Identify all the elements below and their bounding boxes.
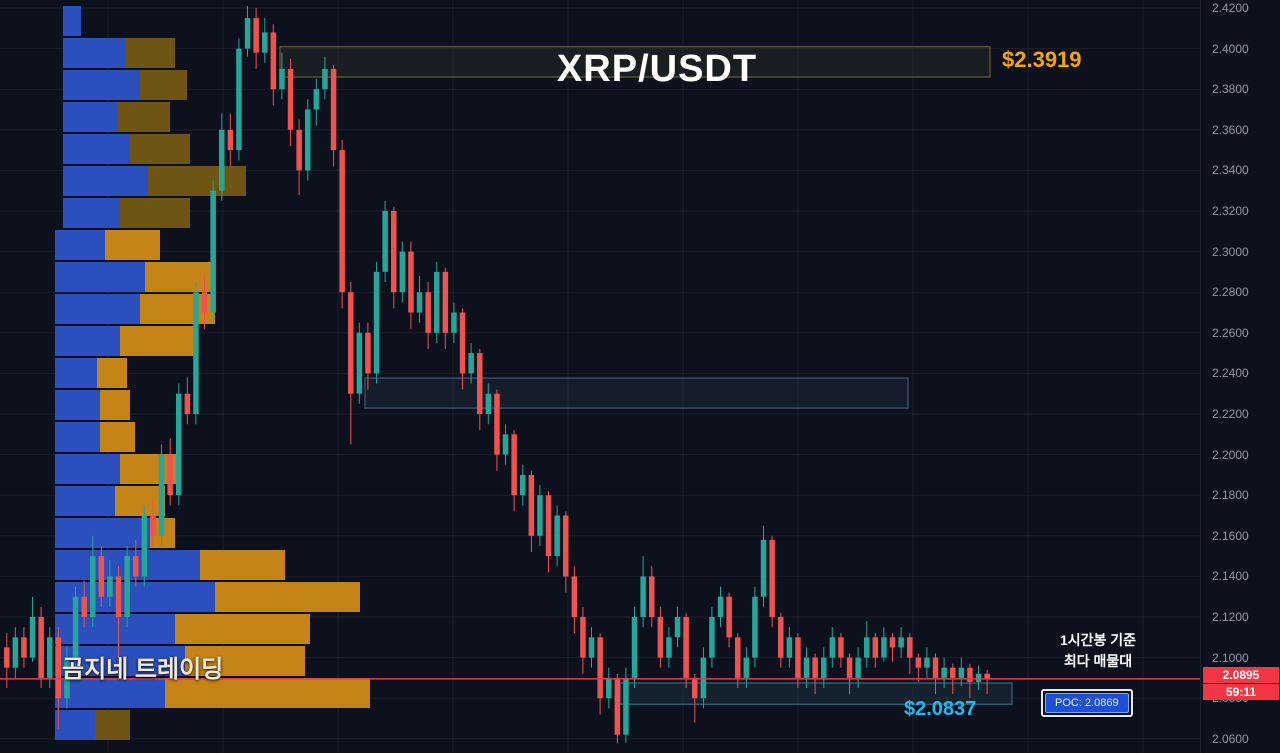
current-price-value: 2.0895	[1203, 666, 1279, 683]
support-price-label: $2.0837	[904, 698, 977, 720]
symbol-title: XRP/USDT	[556, 48, 758, 90]
price-axis-label: 2.2800	[1212, 285, 1249, 300]
candle-countdown: 59:11	[1203, 683, 1279, 700]
poc-note-line2: 최다 매물대	[1063, 653, 1133, 669]
price-axis-label: 2.3400	[1212, 163, 1249, 178]
resistance-price-label: $2.3919	[1002, 47, 1082, 72]
watermark-text: 곰지네 트레이딩	[62, 656, 224, 683]
price-axis-label: 2.4000	[1212, 41, 1249, 56]
current-price-tag: 2.0895 59:11	[1203, 666, 1279, 701]
price-axis-label: 2.1000	[1212, 650, 1249, 665]
price-axis-label: 2.3600	[1212, 122, 1249, 137]
price-axis-label: 2.3000	[1212, 244, 1249, 259]
price-axis-label: 2.1200	[1212, 610, 1249, 624]
price-axis-label: 2.2400	[1212, 366, 1249, 381]
poc-note: 1시간봉 기준 최다 매물대	[1038, 630, 1158, 672]
price-axis-label: 2.3200	[1212, 204, 1249, 218]
price-axis-label: 2.4200	[1212, 1, 1249, 15]
price-axis-label: 2.3800	[1212, 82, 1249, 97]
poc-indicator-label[interactable]: POC: 2.0869	[1041, 689, 1133, 717]
price-axis-label: 2.2000	[1212, 447, 1249, 462]
chart-pane[interactable]: 곰지네 트레이딩 XRP/USDT $2.3919 $2.0837 1시간봉 기…	[0, 0, 1200, 753]
poc-note-line1: 1시간봉 기준	[1059, 632, 1137, 648]
price-axis-label: 2.1800	[1212, 488, 1249, 503]
poc-indicator-text: POC: 2.0869	[1045, 693, 1129, 713]
price-axis-label: 2.2200	[1212, 407, 1249, 421]
price-axis-label: 2.1600	[1212, 528, 1249, 543]
chart-canvas[interactable]	[0, 0, 1200, 753]
price-axis-label: 2.2600	[1212, 325, 1249, 340]
price-axis-label: 2.0600	[1212, 731, 1249, 746]
price-axis[interactable]: 2.4200 2.4000 2.3800 2.3600 2.3400 2.3200 2.30…	[1200, 0, 1280, 753]
price-axis-label: 2.1400	[1212, 569, 1249, 584]
